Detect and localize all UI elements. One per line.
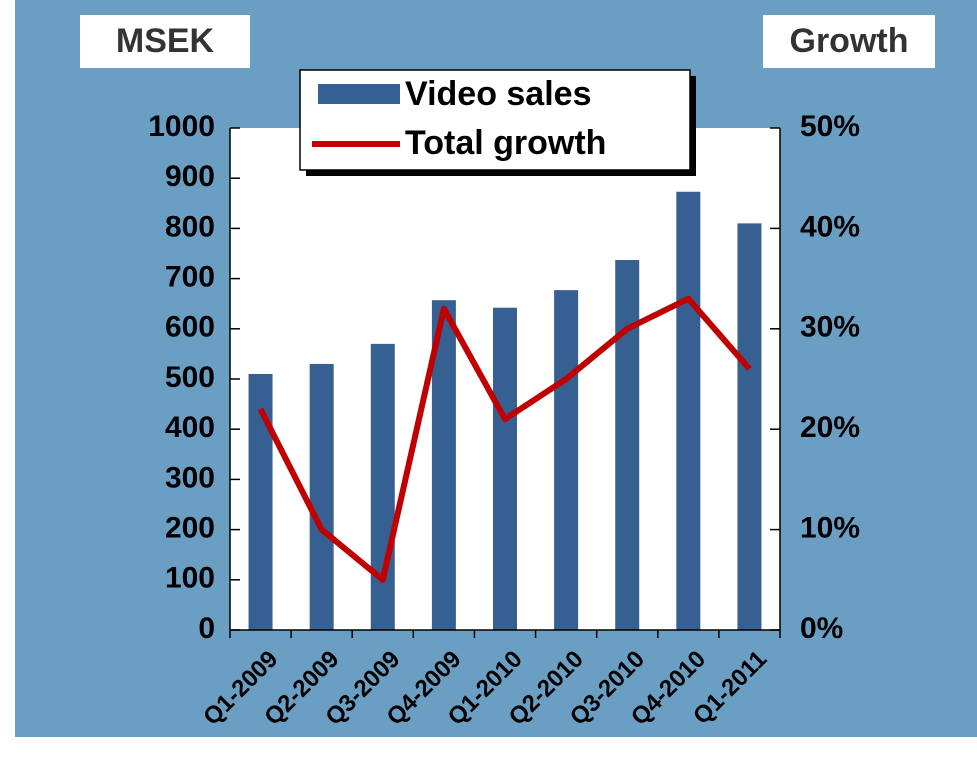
y-tick-label: 200 xyxy=(165,512,215,545)
bar xyxy=(554,290,579,630)
bar xyxy=(309,363,334,630)
y-tick-label: 500 xyxy=(165,361,215,394)
legend-swatch xyxy=(318,84,400,104)
legend-label: Total growth xyxy=(405,124,606,162)
y-axis-label-box xyxy=(80,15,250,68)
y-axis-label: MSEK xyxy=(116,22,215,60)
y-tick-label: 100 xyxy=(165,562,215,595)
bar xyxy=(615,260,640,630)
y2-tick-label: 30% xyxy=(800,311,860,344)
y-tick-label: 900 xyxy=(165,160,215,193)
bar xyxy=(737,223,762,630)
y2-tick-label: 50% xyxy=(800,110,860,143)
y-tick-label: 800 xyxy=(165,210,215,243)
y-tick-label: 700 xyxy=(165,261,215,294)
y2-tick-label: 40% xyxy=(800,210,860,243)
bar xyxy=(493,307,517,630)
y-tick-label: 0 xyxy=(198,612,215,645)
bar xyxy=(370,343,395,630)
legend-label: Video sales xyxy=(405,75,592,113)
y2-axis-label-box xyxy=(763,15,935,68)
y-tick-label: 1000 xyxy=(148,110,215,143)
y2-tick-label: 20% xyxy=(800,411,860,444)
y-tick-label: 600 xyxy=(165,311,215,344)
y2-tick-label: 0% xyxy=(800,612,843,645)
line xyxy=(257,295,752,583)
y2-tick-label: 10% xyxy=(800,512,860,545)
y2-axis-label: Growth xyxy=(790,22,909,60)
bar xyxy=(248,373,273,630)
y-tick-label: 300 xyxy=(165,461,215,494)
bar xyxy=(676,191,701,630)
y-tick-label: 400 xyxy=(165,411,215,444)
